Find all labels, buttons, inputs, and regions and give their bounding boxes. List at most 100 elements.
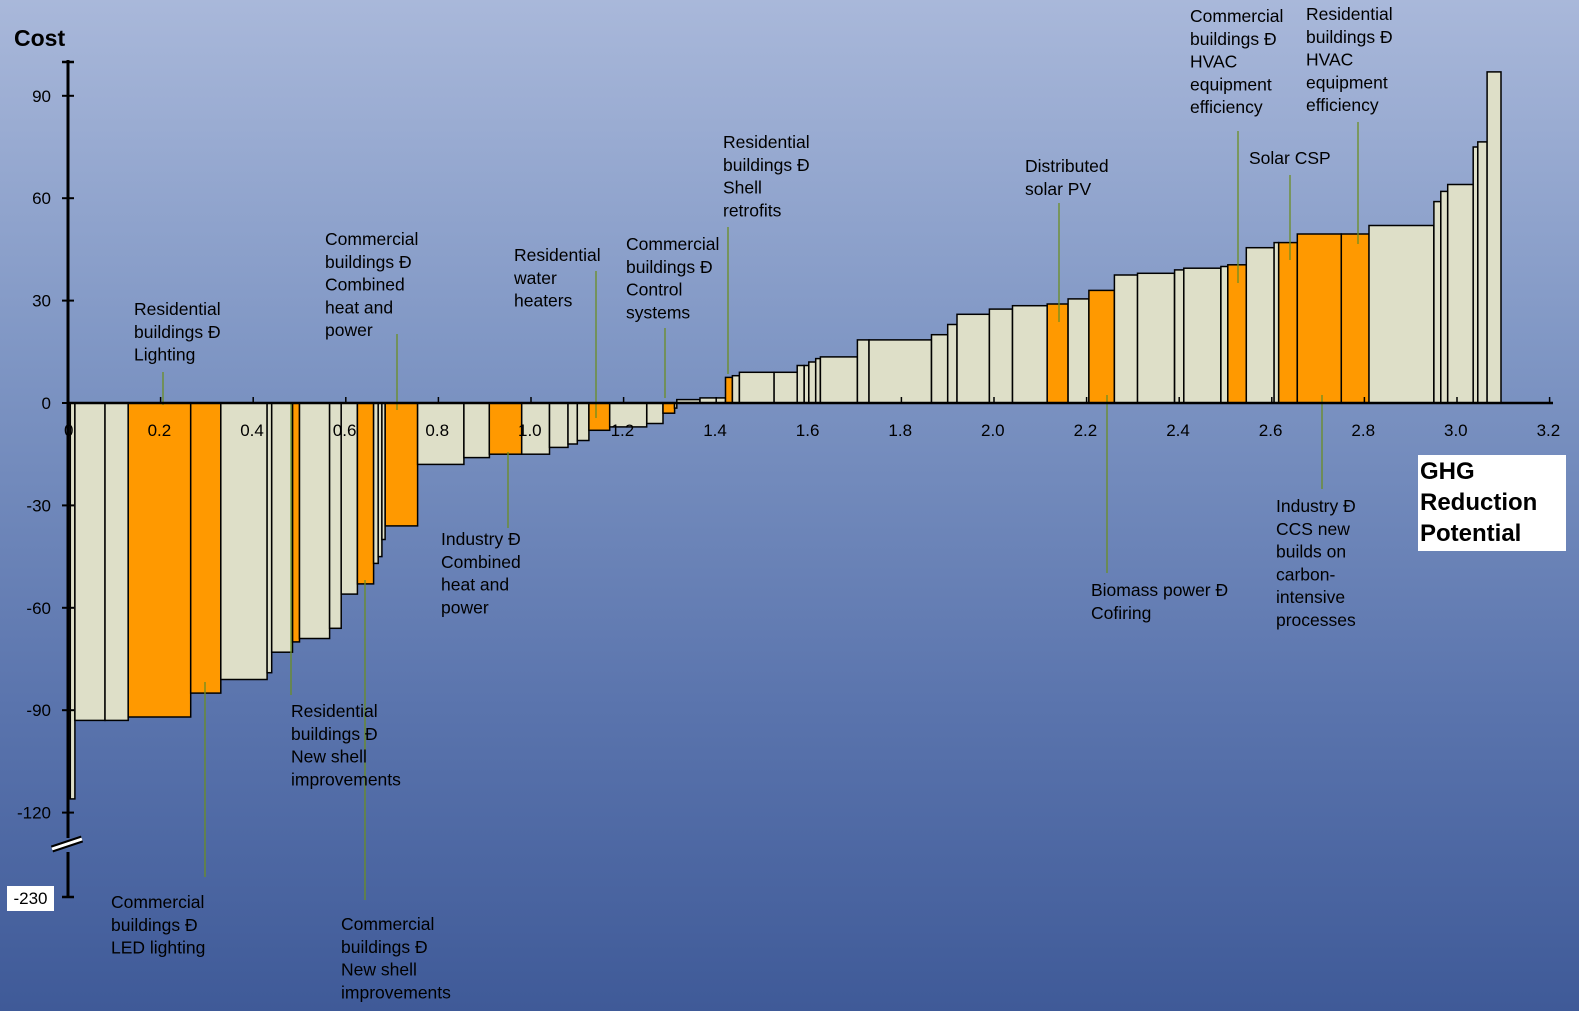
annotation-line: heat and: [325, 297, 393, 317]
x-tick-label: 2.2: [1074, 421, 1098, 440]
bar-61: [1368, 224, 1435, 404]
annotation-line: Combined: [325, 275, 405, 295]
bar-highlighted-31: [724, 376, 734, 404]
x-tick-label: 3.0: [1444, 421, 1468, 440]
annotation-line: power: [441, 597, 489, 617]
annotation-line: New shell: [341, 960, 417, 980]
x-tick-label: 0.4: [240, 421, 264, 440]
y-tick-label: -90: [26, 701, 51, 720]
x-tick-label: 0.8: [425, 421, 449, 440]
bar-18: [463, 402, 491, 459]
bar-highlighted-27: [662, 402, 676, 414]
x-tick-label: 3.2: [1537, 421, 1561, 440]
bar-7: [270, 402, 294, 653]
x-tick-label: 0.6: [333, 421, 357, 440]
annotation-line: buildings Ð: [111, 915, 198, 935]
x-axis-title-line: GHG: [1420, 458, 1475, 485]
annotation-line: power: [325, 320, 373, 340]
bar-highlighted-12: [356, 402, 375, 585]
bar-35: [796, 364, 805, 404]
bar-50: [1113, 274, 1139, 404]
annotation-line: HVAC: [1190, 52, 1237, 72]
bar-highlighted-59: [1296, 233, 1343, 404]
bar-38: [814, 357, 822, 404]
bar-9: [298, 402, 331, 640]
annotation-line: Industry Ð: [1276, 496, 1356, 516]
y-tick-label: -120: [17, 804, 51, 823]
bar-56: [1245, 246, 1275, 404]
bar-54: [1220, 265, 1229, 404]
x-tick-label: 0.2: [148, 421, 172, 440]
bar-42: [930, 333, 949, 404]
bar-45: [988, 308, 1014, 404]
bar-66: [1477, 141, 1488, 404]
x-tick-label: 1.4: [703, 421, 727, 440]
y-tick-label: -30: [26, 496, 51, 515]
annotation-line: improvements: [341, 982, 451, 1002]
x-tick-label: 1.2: [611, 421, 635, 440]
annotation-line: Lighting: [134, 345, 195, 365]
annotation-line: efficiency: [1190, 97, 1263, 117]
annotation-line: Residential: [723, 132, 810, 152]
annotation-line: heat and: [441, 575, 509, 595]
bar-63: [1440, 190, 1449, 404]
y-break-value-label: -230: [7, 886, 54, 911]
y-axis-title: Cost: [14, 25, 65, 51]
annotation-line: Commercial: [325, 229, 418, 249]
bar-5: [220, 402, 268, 681]
annotation-11: Commercial buildings Ð New shellimprovemen…: [341, 914, 451, 1002]
annotation-line: Commercial: [111, 892, 204, 912]
annotation-line: Distributed: [1025, 156, 1109, 176]
annotation-line: buildings Ð: [325, 252, 412, 272]
annotation-line: builds on: [1276, 542, 1346, 562]
bar-highlighted-55: [1227, 264, 1248, 404]
ticks-layer: 0 0.2 0.4 0.6 0.8 1.0 1.2 1.4 1.6 1.8 2.0 2.2 2.4 2.6…: [17, 87, 1560, 823]
bar-highlighted-49: [1088, 289, 1116, 404]
annotation-line: Residential: [1306, 4, 1393, 24]
annotation-line: Cofiring: [1091, 603, 1151, 623]
x-tick-label: 2.4: [1166, 421, 1190, 440]
axes-layer: [50, 60, 1553, 899]
annotation-line: HVAC: [1306, 50, 1353, 70]
annotation-line: intensive: [1276, 587, 1345, 607]
bar-41: [868, 339, 933, 404]
y-tick-label: 30: [32, 292, 51, 311]
annotation-line: Commercial: [626, 234, 719, 254]
annotation-line: Industry Ð: [441, 529, 521, 549]
annotation-line: improvements: [291, 769, 401, 789]
bar-highlighted-24: [588, 402, 611, 432]
y-tick-label: 60: [32, 189, 51, 208]
bar-highlighted-16: [384, 402, 419, 527]
annotation-line: CCS new: [1276, 519, 1350, 539]
bar-highlighted-8: [291, 402, 301, 643]
y-tick-label: 0: [42, 394, 51, 413]
x-tick-label: 1.8: [888, 421, 912, 440]
annotation-0: Residential buildings Ð Lighting: [134, 299, 221, 365]
annotation-line: Residential: [291, 701, 378, 721]
bar-48: [1067, 298, 1090, 404]
annotation-line: Residential: [134, 299, 221, 319]
annotation-line: Residential: [514, 245, 601, 265]
bar-highlighted-19: [488, 402, 523, 455]
annotation-line: buildings Ð: [1190, 29, 1277, 49]
bar-23: [576, 402, 590, 442]
annotation-line: carbon-: [1276, 564, 1336, 584]
annotation-line: LED lighting: [111, 938, 205, 958]
annotation-line: Control: [626, 280, 682, 300]
bar-2: [104, 402, 129, 722]
annotation-line: equipment: [1190, 74, 1272, 94]
annotation-line: buildings Ð: [134, 322, 221, 342]
y-tick-label: -60: [26, 599, 51, 618]
annotation-line: efficiency: [1306, 95, 1379, 115]
annotation-line: Commercial: [1190, 6, 1283, 26]
bar-64: [1446, 183, 1474, 404]
annotation-line: Combined: [441, 552, 521, 572]
bar-26: [646, 402, 664, 425]
bar-67: [1486, 71, 1502, 404]
annotation-line: buildings Ð: [723, 155, 810, 175]
x-tick-label: 1.6: [796, 421, 820, 440]
